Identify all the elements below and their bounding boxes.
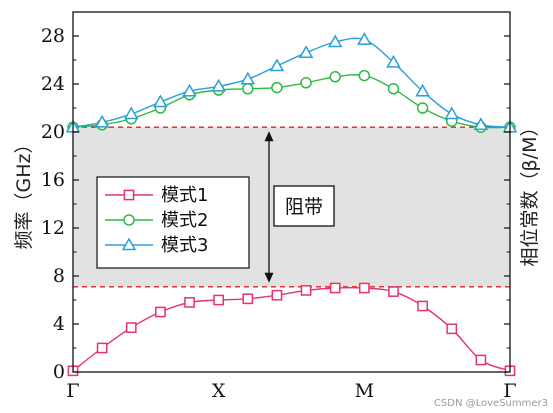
data-point (386, 54, 401, 68)
legend: 模式1 模式2 模式3 (96, 176, 250, 269)
x-tick-label: X (212, 380, 226, 402)
data-point (387, 83, 400, 95)
y-tick-label: 4 (53, 313, 65, 335)
x-tick-label: Γ (66, 380, 79, 402)
data-point (357, 32, 372, 45)
band-gap-label: 阻带 (285, 196, 323, 218)
x-tick-label: Γ (503, 380, 516, 402)
legend-item: 模式2 (105, 210, 208, 231)
legend-label: 模式2 (161, 210, 208, 231)
data-point (184, 297, 195, 308)
series-layer (65, 32, 518, 377)
annotation-layer: 阻带 (264, 131, 335, 283)
band-gap-label-box (273, 185, 335, 227)
data-point (271, 289, 283, 301)
watermark-text: CSDN @LoveSummer3 (434, 398, 548, 409)
arrow-head-up (264, 131, 274, 142)
data-point (94, 114, 110, 128)
y-axis-title: 频率（GHz） (13, 135, 35, 250)
y-tick-label: 24 (41, 73, 65, 95)
data-point (153, 94, 168, 108)
data-point (300, 77, 312, 89)
series-line (72, 74, 511, 129)
data-point (388, 286, 399, 297)
y-tick-label: 12 (41, 217, 65, 239)
data-point (242, 83, 254, 95)
data-point (96, 342, 108, 354)
legend-label: 模式1 (161, 185, 208, 206)
data-point (358, 282, 370, 294)
y-tick-label: 28 (41, 25, 65, 47)
data-point (446, 323, 458, 335)
y-tick-label: 20 (41, 121, 65, 143)
legend-item: 模式1 (105, 185, 208, 206)
axis-layer: 0 4 8 12 16 20 24 28 Γ X M Γ (41, 25, 517, 402)
data-point (271, 81, 283, 94)
data-point (242, 293, 254, 305)
y-tick-label: 8 (53, 265, 65, 287)
data-point (298, 45, 314, 59)
series-line (72, 37, 511, 128)
plot-frame (72, 11, 511, 373)
data-point (182, 83, 197, 97)
data-point (329, 282, 341, 294)
y2-axis-title: 相位常数（β/M） (519, 118, 541, 267)
data-point (300, 285, 312, 296)
legend-box (96, 176, 250, 269)
data-point (211, 78, 226, 92)
arrow-head-down (264, 272, 274, 283)
data-point (240, 71, 256, 85)
data-point (123, 106, 139, 120)
legend-marker (123, 214, 135, 226)
data-point (416, 102, 429, 114)
data-point (444, 106, 460, 120)
x-tick-label: M (355, 380, 374, 402)
data-point (213, 294, 225, 306)
data-point (155, 306, 166, 318)
legend-marker (123, 189, 135, 201)
data-point (415, 83, 430, 97)
data-point (327, 34, 343, 48)
data-point (473, 117, 489, 131)
series-mode-1 (67, 282, 516, 377)
data-point (475, 354, 487, 366)
y-tick-label: 16 (41, 169, 65, 191)
y-tick-label: 0 (53, 361, 65, 383)
legend-marker (121, 237, 137, 251)
data-point (417, 300, 428, 312)
data-point (329, 71, 341, 83)
series-mode-2 (67, 69, 516, 133)
data-point (125, 322, 137, 333)
data-point (269, 58, 285, 72)
series-line (72, 286, 511, 372)
legend-label: 模式3 (161, 235, 208, 256)
series-mode-3 (65, 32, 518, 133)
legend-item: 模式3 (105, 235, 208, 256)
data-point (358, 69, 371, 82)
